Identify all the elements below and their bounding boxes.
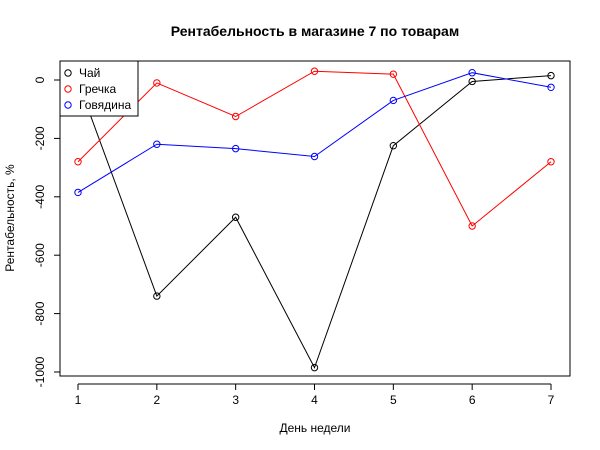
y-tick-label: 0	[33, 76, 47, 83]
series-line	[77, 70, 552, 227]
data-point	[389, 70, 398, 78]
data-point	[389, 96, 398, 105]
y-tick-label: -200	[33, 126, 47, 150]
data-point	[310, 152, 319, 161]
data-point	[231, 144, 240, 153]
data-point	[547, 158, 555, 166]
legend: Чай Гречка Говядина	[59, 60, 139, 117]
data-point	[153, 140, 161, 148]
x-tick-label: 3	[232, 393, 239, 407]
chart-title: Рентабельность в магазине 7 по товарам	[171, 23, 459, 39]
data-point	[231, 112, 240, 121]
y-tick-label: -400	[33, 184, 47, 208]
data-point	[74, 158, 82, 166]
x-tick-label: 2	[153, 393, 160, 407]
legend-label: Говядина	[79, 98, 131, 112]
y-tick-label: -800	[33, 301, 47, 325]
x-tick-label: 5	[390, 393, 397, 407]
series-line	[77, 75, 552, 369]
x-tick-label: 4	[311, 393, 318, 407]
legend-box	[59, 60, 139, 117]
data-point	[231, 213, 240, 221]
data-point	[153, 79, 161, 87]
y-tick-label: -1000	[33, 356, 47, 387]
legend-label: Чай	[79, 66, 100, 80]
data-point	[310, 67, 319, 75]
data-point	[547, 71, 555, 80]
legend-marker	[64, 101, 72, 109]
series-line	[77, 72, 552, 193]
data-point	[310, 363, 319, 372]
y-tick-label: -600	[33, 243, 47, 267]
x-tick-label: 6	[469, 393, 476, 407]
data-point	[389, 142, 398, 150]
data-point	[468, 222, 476, 230]
legend-marker	[64, 69, 72, 77]
data-point	[74, 188, 82, 197]
x-tick-label: 1	[75, 393, 82, 407]
legend-label: Гречка	[79, 82, 117, 96]
y-axis-label: Рентабельность, %	[3, 164, 17, 272]
data-point	[547, 83, 555, 92]
data-point	[468, 69, 476, 77]
legend-marker	[64, 85, 72, 93]
x-axis-label: День недели	[279, 421, 350, 435]
x-tick-label: 7	[548, 393, 555, 407]
x-axis: 1 2 3 4 5 6 7	[75, 383, 555, 407]
data-point	[468, 77, 476, 86]
series-layer	[74, 67, 555, 372]
y-axis: 0 -200 -400 -600 -800 -1000	[33, 76, 61, 387]
data-point	[153, 292, 161, 300]
